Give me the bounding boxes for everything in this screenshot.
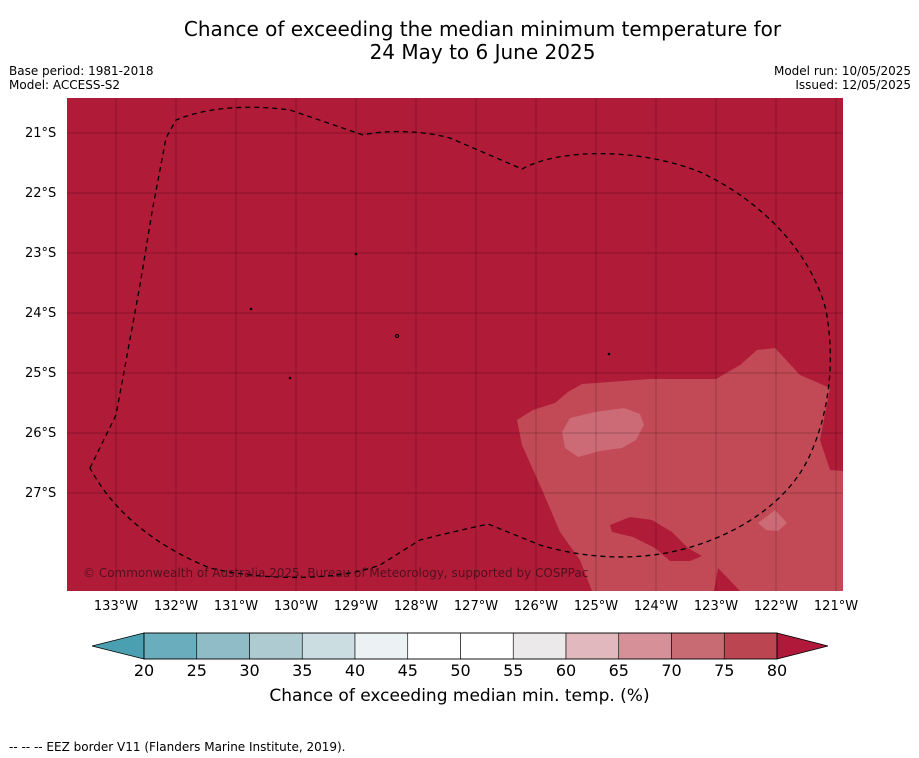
- island-marker: [354, 252, 358, 256]
- colorbar-segment: [618, 632, 672, 660]
- colorbar-tick-label: 30: [239, 661, 260, 680]
- colorbar-segment: [301, 632, 356, 660]
- model-run: Model run: 10/05/2025: [773, 64, 911, 78]
- colorbar-segment: [196, 632, 250, 660]
- title-line-1: Chance of exceeding the median minimum t…: [183, 17, 782, 41]
- lon-label: 133°W: [93, 599, 139, 614]
- island-marker: [288, 376, 292, 380]
- eez-footnote: -- -- -- EEZ border V11 (Flanders Marine…: [9, 740, 346, 754]
- colorbar-tick-label: 35: [292, 661, 313, 680]
- lon-label: 122°W: [753, 599, 799, 614]
- lon-label: 132°W: [153, 599, 199, 614]
- probability-zone-80-inner: [610, 517, 702, 561]
- colorbar-tick-label: 25: [186, 661, 207, 680]
- colorbar-label: Chance of exceeding median min. temp. (%…: [269, 686, 650, 706]
- island-marker: [249, 307, 253, 311]
- colorbar-tick-label: 65: [608, 661, 629, 680]
- lon-label: 124°W: [633, 599, 679, 614]
- lon-label: 127°W: [453, 599, 499, 614]
- colorbar-segment: [460, 632, 514, 660]
- lat-label: 24°S: [25, 306, 57, 321]
- colorbar-tick-label: 45: [397, 661, 418, 680]
- title-line-2: 24 May to 6 June 2025: [369, 40, 596, 64]
- colorbar-tick-label: 40: [344, 661, 366, 680]
- lon-label: 130°W: [273, 599, 319, 614]
- colorbar-segment: [512, 632, 567, 660]
- probability-zone-65-70-small: [758, 510, 787, 531]
- lat-label: 21°S: [25, 126, 57, 141]
- colorbar-frame: [143, 632, 778, 660]
- island-marker: [607, 352, 611, 356]
- colorbar-segment: [723, 632, 778, 660]
- colorbar-extend-low: [91, 632, 145, 660]
- model-name: Model: ACCESS-S2: [9, 78, 121, 92]
- colorbar-tick-label: 20: [133, 661, 155, 680]
- colorbar-segment: [565, 632, 620, 660]
- lon-label: 123°W: [693, 599, 739, 614]
- lat-label: 26°S: [25, 426, 57, 441]
- island-marker: [395, 334, 399, 338]
- lon-label: 126°W: [513, 599, 559, 614]
- lon-label: 131°W: [213, 599, 259, 614]
- chart-title: Chance of exceeding the median minimum t…: [0, 18, 919, 64]
- colorbar-segments: [143, 632, 778, 660]
- colorbar-tick-label: 50: [450, 661, 471, 680]
- lon-label: 125°W: [573, 599, 619, 614]
- lat-label: 23°S: [25, 246, 57, 261]
- colorbar-tick-label: 60: [555, 661, 577, 680]
- meta-right: Model run: 10/05/2025 Issued: 12/05/2025: [774, 64, 911, 92]
- island-markers: [249, 252, 611, 380]
- colorbar-segment: [354, 632, 409, 660]
- probability-zone-70-75: [517, 348, 843, 591]
- lat-label: 22°S: [25, 186, 57, 201]
- colorbar-segment: [407, 632, 461, 660]
- meta-left: Base period: 1981-2018 Model: ACCESS-S2: [9, 64, 154, 92]
- lat-label: 27°S: [25, 486, 57, 501]
- lon-label: 121°W: [813, 599, 859, 614]
- colorbar-tick-label: 70: [661, 661, 682, 680]
- lon-label: 129°W: [333, 599, 379, 614]
- colorbar-tick-label: 80: [766, 661, 788, 680]
- issued-date: Issued: 12/05/2025: [795, 78, 911, 92]
- colorbar-tick-label: 75: [714, 661, 735, 680]
- probability-zone-65-70: [562, 408, 644, 457]
- colorbar-tick-label: 55: [503, 661, 524, 680]
- base-period: Base period: 1981-2018: [9, 64, 154, 78]
- eez-border: [89, 106, 831, 579]
- colorbar: [91, 632, 829, 660]
- lat-label: 25°S: [25, 366, 57, 381]
- colorbar-segment: [671, 632, 725, 660]
- colorbar-segment: [143, 632, 198, 660]
- colorbar-extend-high: [776, 632, 829, 660]
- colorbar-segment: [249, 632, 303, 660]
- lon-label: 128°W: [393, 599, 439, 614]
- copyright-notice: © Commonwealth of Australia 2025, Bureau…: [83, 566, 589, 580]
